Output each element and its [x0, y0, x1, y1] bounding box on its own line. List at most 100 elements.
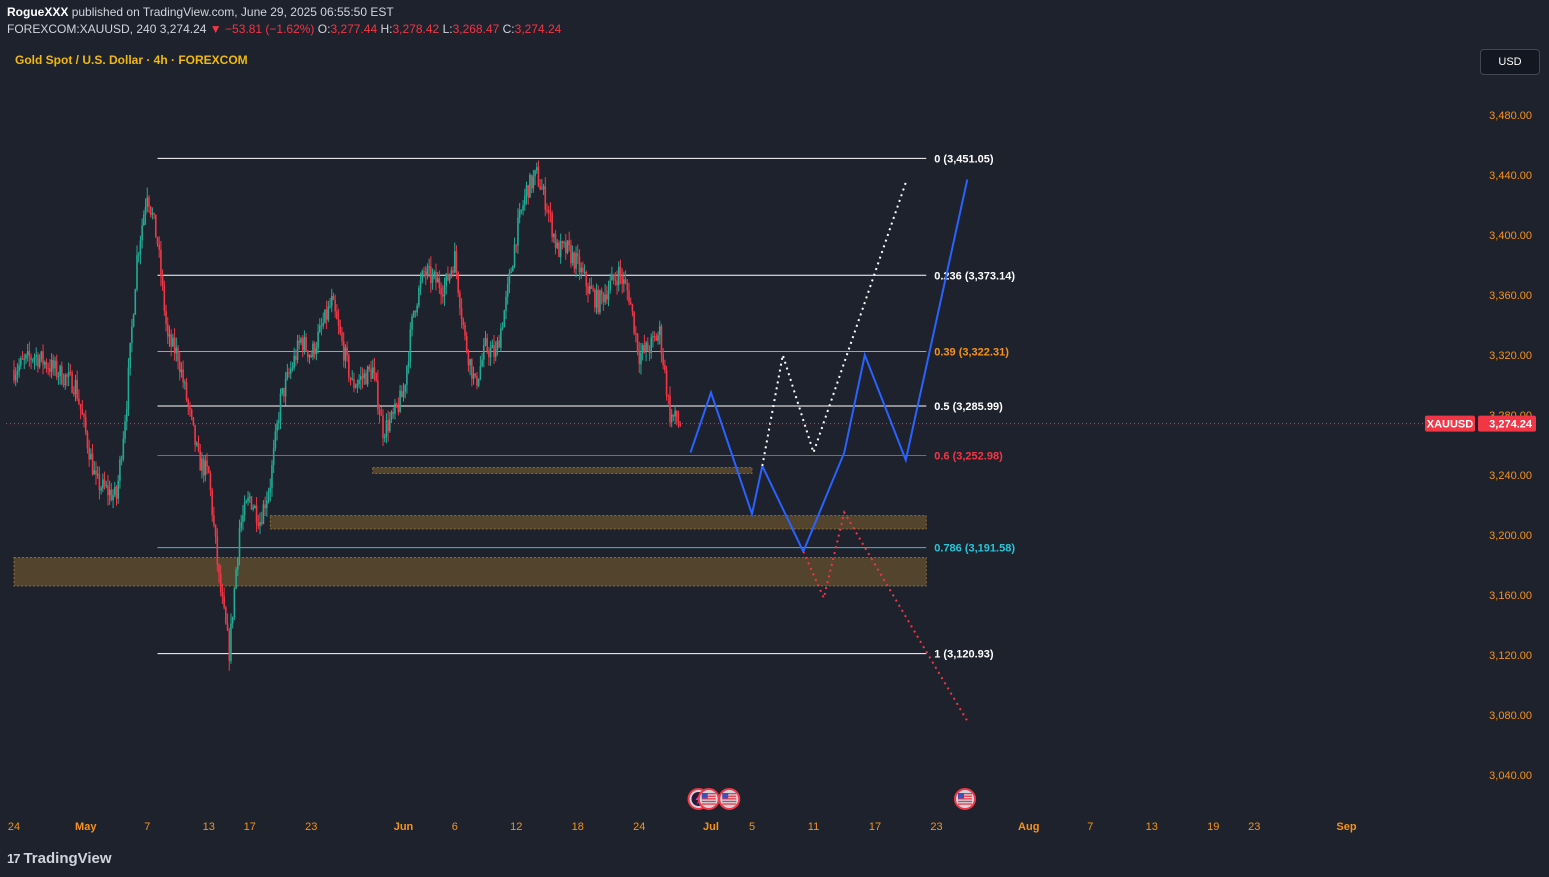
- candle-up: [553, 234, 555, 237]
- last-price-axis-label: 3,274.24: [1489, 419, 1533, 431]
- flag-stripe: [722, 798, 737, 800]
- candle-down: [342, 341, 345, 361]
- candle-up: [599, 290, 601, 313]
- projection-path-dotted[interactable]: [802, 509, 969, 722]
- candle-down: [165, 310, 167, 324]
- last-price-marker: XAUUSD 3,274.24: [6, 415, 1536, 432]
- candle-up: [371, 367, 374, 379]
- candle-up: [640, 352, 642, 365]
- candle-down: [423, 271, 425, 273]
- candle-down: [457, 272, 459, 293]
- symbol-ohlc-line: FOREXCOM:XAUUSD, 240 3,274.24 ▼ −53.81 (…: [7, 22, 561, 36]
- economic-events[interactable]: [687, 788, 976, 810]
- candle-up: [108, 489, 111, 496]
- price-tick-label: 3,200.00: [1489, 530, 1532, 542]
- time-tick-label: 13: [1146, 821, 1158, 833]
- candle-up: [93, 470, 96, 475]
- currency-button[interactable]: USD: [1480, 49, 1540, 75]
- candle-down: [173, 337, 176, 354]
- candle-down: [264, 504, 266, 509]
- candle-down: [250, 496, 253, 510]
- flag-canton: [722, 793, 729, 799]
- change-value: −53.81 (−1.62%): [225, 22, 315, 36]
- candle-down: [539, 186, 541, 190]
- flag-stripe: [958, 795, 972, 797]
- candle-up: [482, 344, 485, 360]
- candle-down: [361, 376, 364, 379]
- candle-down: [551, 213, 553, 237]
- fibonacci-retracement[interactable]: 0 (3,451.05) 0.236 (3,373.14) 0.39 (3,322.…: [157, 153, 1016, 661]
- candle-down: [110, 489, 113, 501]
- fib-level-label: 0.786 (3,191.58): [934, 543, 1015, 555]
- candle-up: [172, 337, 174, 347]
- time-axis[interactable]: 24 May 7 13 17 23 Jun 6 12 18 24 Jul 5 11 17 23 Aug 7 13 19…: [8, 821, 1357, 833]
- flag-stripe: [701, 795, 716, 797]
- symbol-label: FOREXCOM:XAUUSD, 240: [7, 22, 157, 36]
- candle-up: [139, 240, 142, 254]
- candle-up: [389, 419, 391, 432]
- time-tick-label: 17: [244, 821, 256, 833]
- us-flag-event-icon[interactable]: [697, 788, 720, 810]
- candle-up: [129, 342, 131, 368]
- candle-down: [655, 336, 658, 341]
- flag-stripe: [722, 793, 737, 795]
- candle-up: [90, 453, 92, 460]
- candle-down: [544, 186, 547, 210]
- projection-paths[interactable]: [689, 179, 969, 722]
- candle-up: [100, 488, 102, 491]
- candle-up: [274, 431, 277, 449]
- tradingview-logo[interactable]: 17 TradingView: [7, 850, 112, 867]
- candle-down: [378, 409, 381, 415]
- fib-level-label: 0.39 (3,322.31): [934, 347, 1009, 359]
- us-flag-event-icon[interactable]: [954, 788, 976, 810]
- price-tick-label: 3,240.00: [1489, 470, 1532, 482]
- candle-up: [421, 271, 424, 281]
- candle-down: [88, 447, 90, 460]
- candle-up: [575, 253, 577, 269]
- candle-up: [259, 522, 261, 526]
- us-flag-event-icon[interactable]: [718, 788, 741, 810]
- candle-up: [453, 251, 456, 273]
- time-tick-label: 6: [452, 821, 458, 833]
- candle-down: [488, 351, 490, 358]
- tradingview-logo-text: TradingView: [23, 850, 112, 867]
- candle-down: [377, 380, 379, 410]
- candle-down: [474, 373, 477, 376]
- flag-stripe: [701, 803, 716, 805]
- time-tick-label: 23: [1248, 821, 1260, 833]
- candle-up: [102, 479, 104, 489]
- candle-up: [363, 373, 366, 379]
- candle-down: [223, 596, 225, 608]
- price-axis[interactable]: 3,480.00 3,440.00 3,400.00 3,360.00 3,320.00…: [1489, 110, 1532, 782]
- candle-up: [390, 411, 393, 420]
- candle-down: [257, 522, 260, 526]
- candle-up: [144, 206, 147, 215]
- candle-up: [407, 361, 410, 367]
- candle-up: [580, 267, 582, 273]
- candle-down: [95, 470, 97, 475]
- price-chart[interactable]: 0 (3,451.05) 0.236 (3,373.14) 0.39 (3,322.…: [0, 0, 1549, 842]
- candle-up: [254, 505, 256, 509]
- candle-down: [163, 284, 166, 311]
- publisher-name[interactable]: RogueXXX: [7, 5, 69, 19]
- projection-path-dotted[interactable]: [761, 182, 907, 467]
- candle-up: [318, 325, 321, 333]
- candle-down: [537, 167, 540, 187]
- candle-down: [98, 474, 101, 491]
- price-zone: [13, 557, 927, 587]
- time-tick-label: 24: [633, 821, 645, 833]
- candle-up: [31, 359, 34, 361]
- candle-up: [670, 414, 673, 423]
- candle-down: [213, 515, 215, 525]
- candle-down: [459, 292, 461, 309]
- price-tick-label: 3,440.00: [1489, 170, 1532, 182]
- candle-down: [573, 252, 576, 269]
- candle-up: [522, 205, 524, 210]
- candle-up: [431, 274, 434, 283]
- candle-up: [119, 459, 121, 481]
- supply-demand-zones: [13, 467, 927, 587]
- plot-area[interactable]: [6, 42, 1476, 816]
- candle-down: [341, 333, 343, 342]
- candle-up: [563, 242, 565, 244]
- fib-level-label: 0.6 (3,252.98): [934, 451, 1003, 463]
